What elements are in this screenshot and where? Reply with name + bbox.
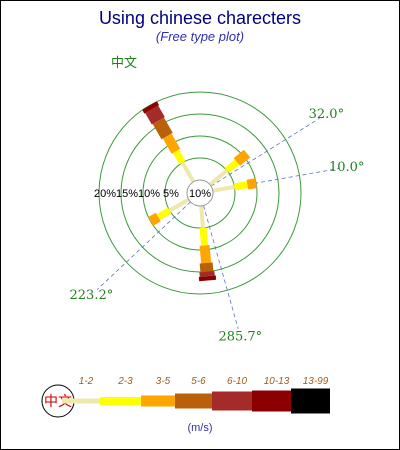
center-label: 10%	[189, 188, 211, 200]
direction-axis-4	[203, 205, 239, 329]
bar-dir-5-range-3	[199, 244, 212, 264]
legend-label-6: 10-13	[264, 376, 290, 387]
legend-label-3: 3-5	[156, 376, 171, 387]
ring-label-4: 20%	[94, 188, 116, 200]
ring-label-1: 5%	[163, 188, 179, 200]
center-circle	[186, 179, 214, 207]
grid-ring-3	[120, 113, 280, 273]
legend-label-4: 5-6	[191, 376, 206, 387]
bar-dir-1-range-4	[152, 117, 173, 140]
bar-dir-3-range-1	[212, 184, 235, 193]
angle-label-3: 223.2°	[70, 288, 114, 303]
bar-dir-2-range-2	[224, 159, 240, 174]
chart-subtitle: (Free type plot)	[156, 29, 244, 44]
bar-dir-1-range-5	[145, 105, 165, 125]
angle-label-2: 10.0°	[329, 160, 364, 175]
grid-ring-1	[164, 157, 236, 229]
bar-dir-2-range-1	[208, 168, 229, 187]
legend-label-7: 13-99	[303, 376, 329, 387]
bar-dir-3-range-3	[246, 178, 258, 190]
ring-labels: 5%10%15%20%	[94, 188, 179, 200]
legend-swatch-6	[252, 390, 291, 412]
bar-dir-1-range-3	[162, 133, 181, 154]
bar-dir-4-range-3	[148, 212, 161, 226]
ring-label-2: 10%	[138, 188, 160, 200]
bar-dir-1-range-1	[180, 161, 196, 183]
bar-dir-1-range-2	[172, 149, 186, 165]
legend-swatch-7	[291, 388, 330, 414]
bar-dir-5-range-4	[199, 262, 214, 273]
legend-circle-label: 中文	[44, 394, 72, 410]
unit-label: (m/s)	[187, 422, 212, 434]
bar-dir-1-range-6	[142, 101, 160, 114]
top-chinese-label: 中文	[111, 56, 137, 71]
speed-legend: 中文 1-2 2-3 3-5 5-6 6-10 10-13 13-99	[41, 376, 330, 418]
angle-labels: 32.0° 10.0° 223.2° 285.7°	[70, 107, 365, 344]
direction-bars	[142, 101, 258, 282]
legend-label-1: 1-2	[79, 376, 94, 387]
legend-swatch-4	[175, 393, 212, 409]
bar-dir-3-range-2	[233, 181, 249, 191]
chart-title: Using chinese charecters	[99, 8, 301, 28]
bar-dir-5-range-1	[199, 205, 206, 229]
direction-axis-1	[210, 117, 320, 187]
legend-swatch-5	[212, 391, 252, 411]
bar-dir-4-range-2	[156, 207, 172, 221]
legend-label-2: 2-3	[117, 376, 133, 387]
grid-ring-4	[98, 91, 302, 295]
legend-swatch-2	[100, 397, 141, 405]
angle-label-1: 32.0°	[309, 107, 344, 122]
direction-axis-3	[96, 201, 191, 290]
legend-label-5: 6-10	[227, 376, 247, 387]
bar-dir-2-range-3	[233, 149, 251, 166]
legend-swatch-1	[62, 398, 100, 404]
bar-dir-4-range-1	[168, 197, 190, 213]
legend-swatch-3	[141, 395, 175, 407]
ring-label-3: 15%	[116, 188, 138, 200]
angle-label-4: 285.7°	[218, 329, 262, 344]
bar-dir-5-range-2	[199, 227, 209, 246]
